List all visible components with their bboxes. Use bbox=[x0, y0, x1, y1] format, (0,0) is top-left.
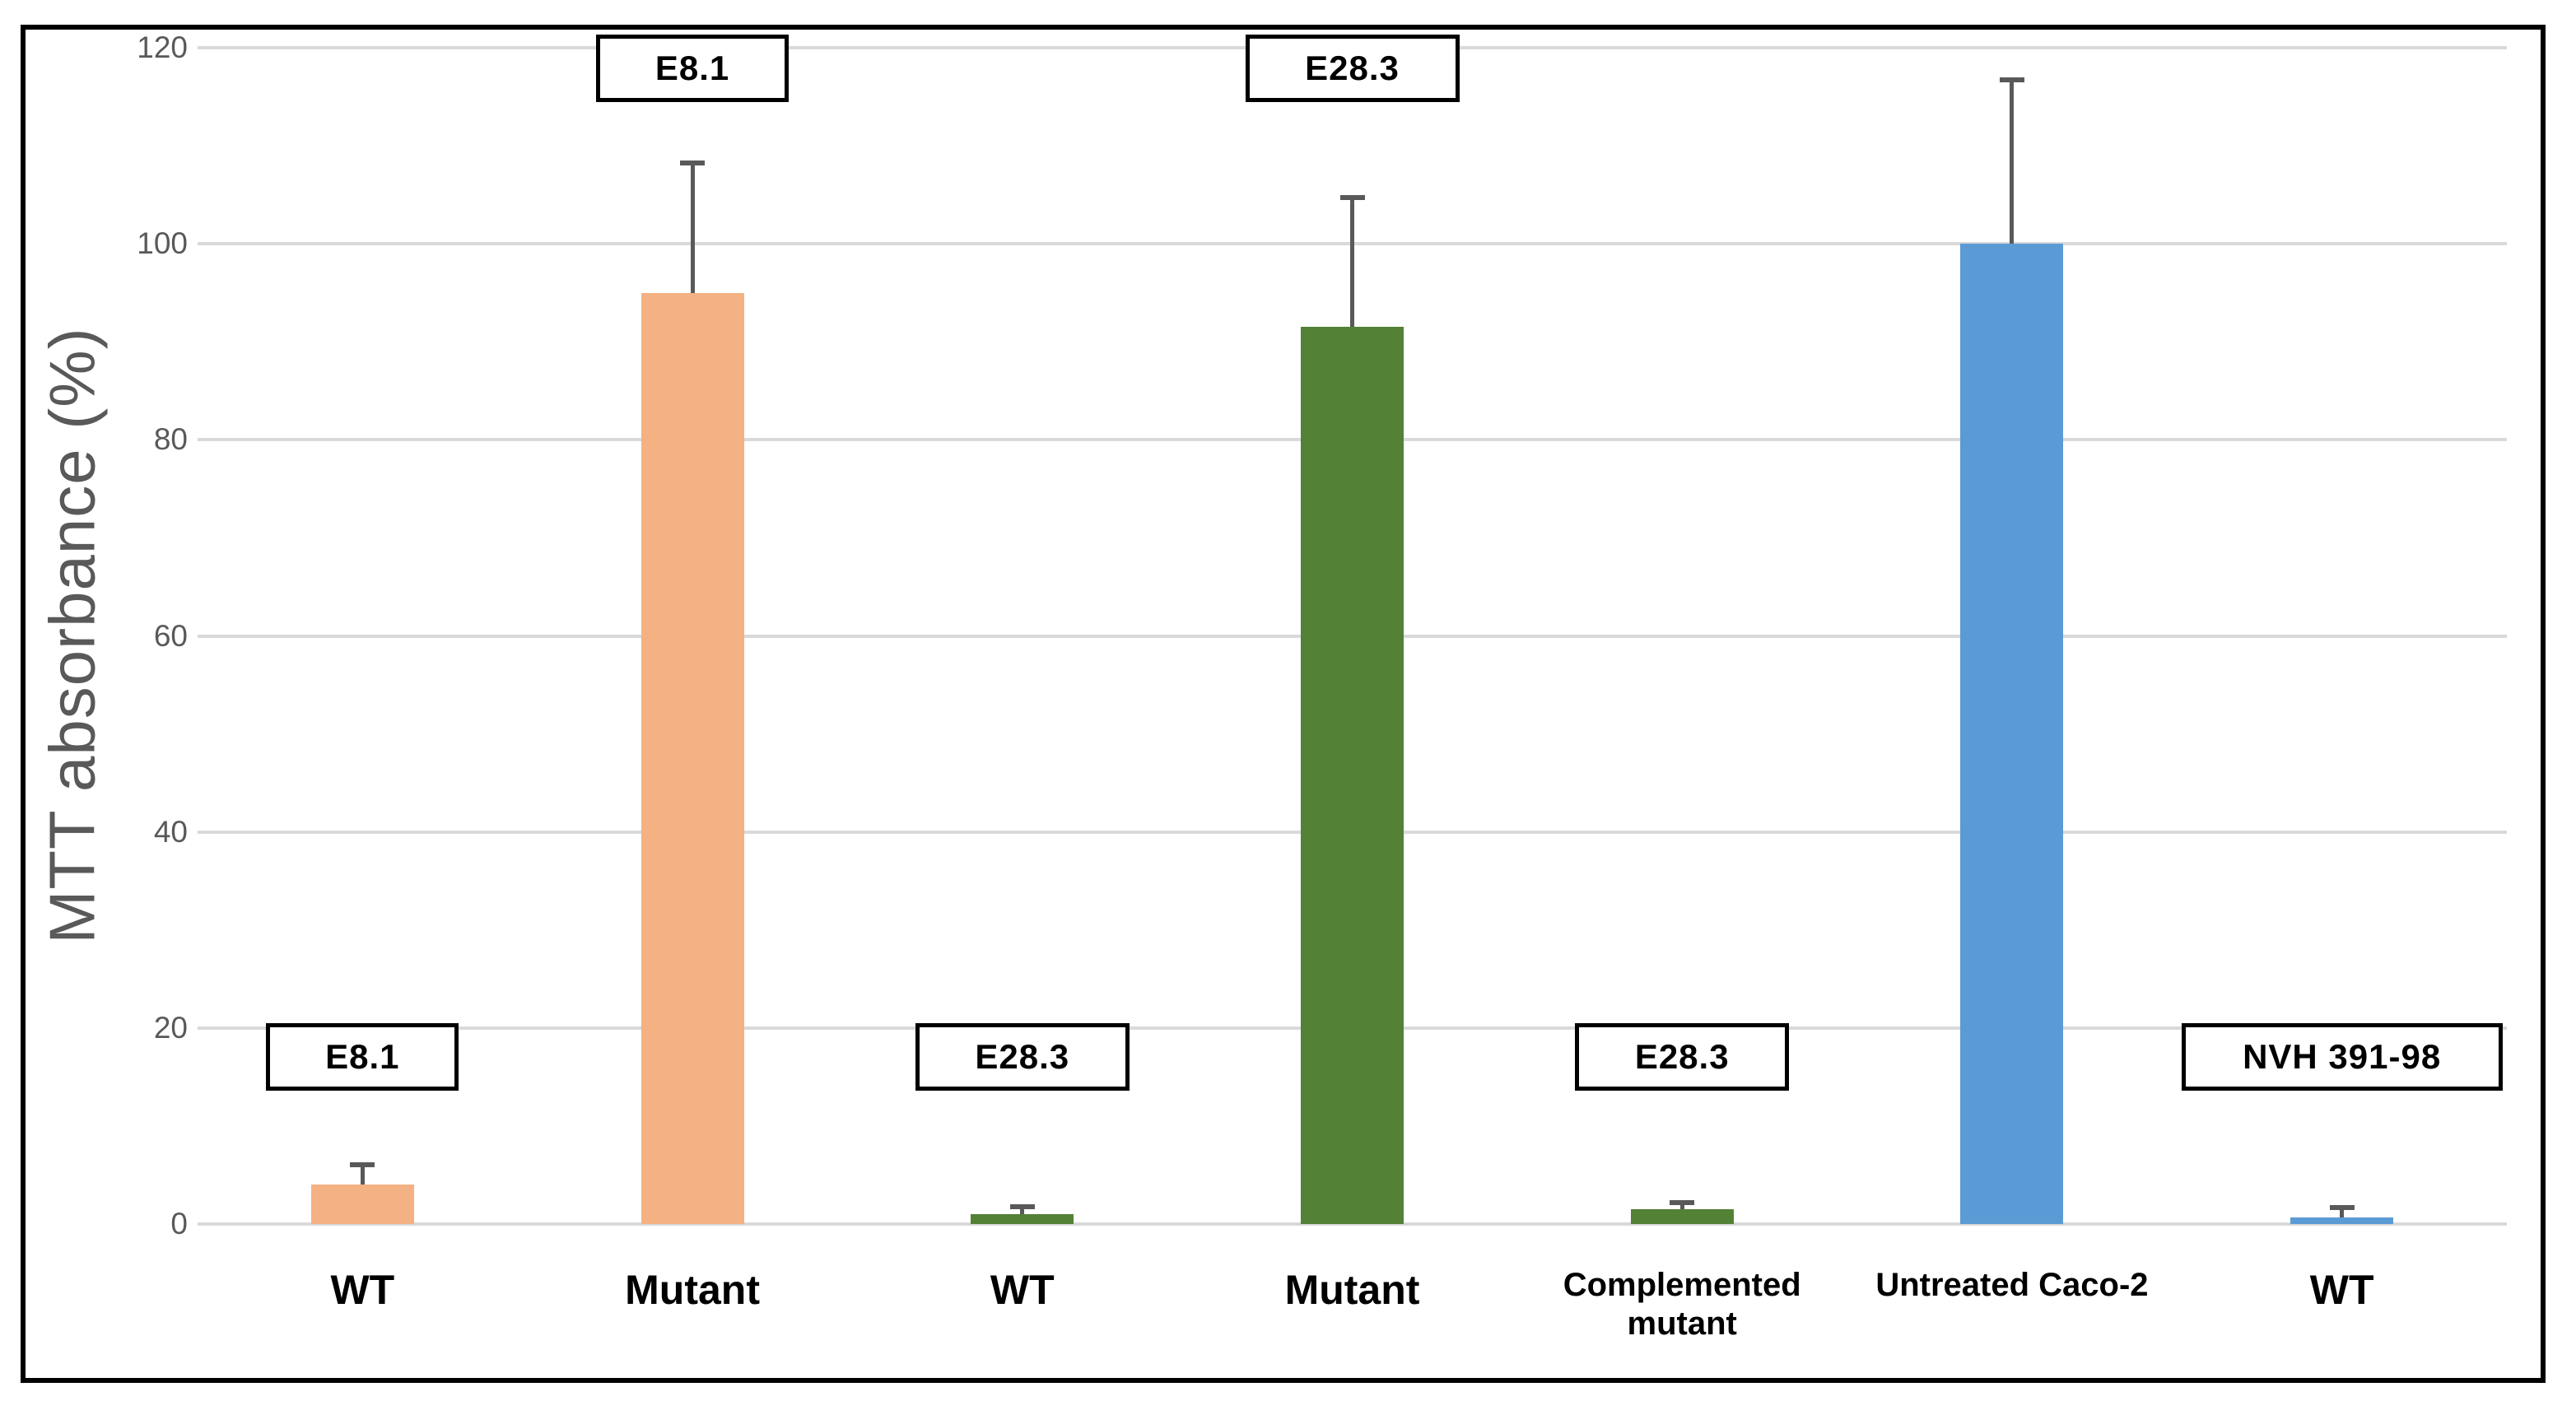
y-tick-label-80: 80 bbox=[153, 422, 188, 457]
y-tick-label-40: 40 bbox=[153, 814, 188, 849]
annotation-box: NVH 391-98 bbox=[2181, 1023, 2503, 1091]
error-bar-cap bbox=[1670, 1200, 1695, 1206]
bar bbox=[641, 292, 744, 1224]
bar bbox=[1960, 244, 2064, 1224]
category-label: WT bbox=[330, 1267, 395, 1313]
bar bbox=[1630, 1209, 1734, 1224]
y-tick-label-0: 0 bbox=[170, 1207, 188, 1240]
annotation-box: E28.3 bbox=[1245, 35, 1460, 102]
category-label: WT bbox=[990, 1267, 1055, 1313]
category-label: WT bbox=[2309, 1267, 2374, 1313]
y-tick-label-120: 120 bbox=[137, 30, 188, 64]
annotation-box: E8.1 bbox=[596, 35, 790, 102]
y-tick-label-60: 60 bbox=[153, 618, 188, 653]
error-bar-stem bbox=[690, 160, 695, 293]
error-bar-cap bbox=[680, 160, 706, 165]
annotation-box: E28.3 bbox=[1575, 1023, 1790, 1091]
bar bbox=[1301, 327, 1404, 1224]
error-bar-stem bbox=[2010, 77, 2015, 244]
gridline-0 bbox=[198, 1222, 2507, 1226]
category-label: Mutant bbox=[625, 1267, 760, 1313]
y-tick-label-20: 20 bbox=[153, 1010, 188, 1045]
figure-frame bbox=[21, 25, 2546, 1383]
category-label: Mutant bbox=[1284, 1267, 1420, 1313]
annotation-box: E28.3 bbox=[915, 1023, 1130, 1091]
error-bar-cap bbox=[1999, 77, 2024, 82]
bar bbox=[2290, 1217, 2394, 1224]
category-label: Untreated Caco-2 bbox=[1875, 1267, 2149, 1303]
bar bbox=[310, 1185, 414, 1224]
error-bar-cap bbox=[350, 1161, 375, 1167]
error-bar-cap bbox=[2329, 1205, 2355, 1211]
error-bar-stem bbox=[2340, 1205, 2345, 1217]
error-bar-cap bbox=[1009, 1204, 1035, 1210]
error-bar-stem bbox=[360, 1161, 365, 1185]
error-bar-cap bbox=[1339, 194, 1365, 200]
error-bar-stem bbox=[1350, 194, 1354, 328]
category-label: Complemented mutant bbox=[1563, 1267, 1801, 1343]
y-tick-label-100: 100 bbox=[137, 226, 188, 261]
bar bbox=[971, 1214, 1074, 1224]
annotation-box: E8.1 bbox=[266, 1023, 459, 1091]
